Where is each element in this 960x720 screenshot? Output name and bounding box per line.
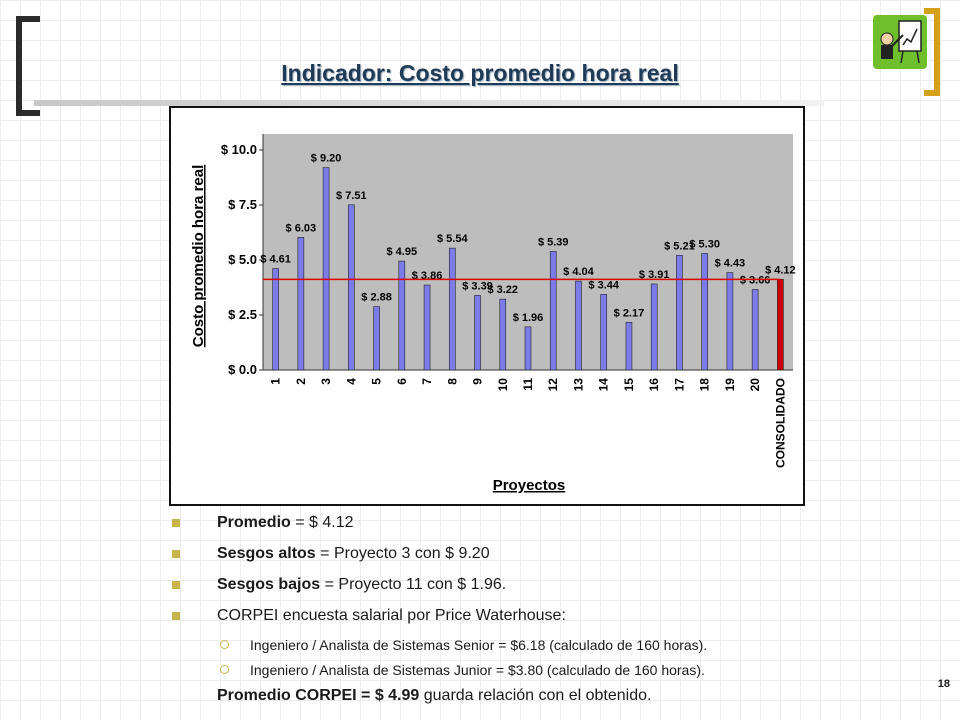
- bar-proyecto-12: [549, 251, 557, 371]
- bar-proyecto-10: [499, 298, 507, 371]
- data-label: $ 9.20: [311, 153, 342, 165]
- data-label: $ 3.91: [639, 269, 670, 281]
- data-label: $ 5.39: [538, 236, 569, 248]
- bullet-promedio-label: Promedio: [217, 514, 291, 531]
- bullet-sesgos-altos-label: Sesgos altos: [217, 545, 316, 562]
- data-label: $ 3.86: [412, 270, 443, 282]
- data-label: $ 6.03: [286, 222, 317, 234]
- x-tick-label: CONSOLIDADO: [773, 378, 787, 468]
- bullet-sesgos-bajos-label: Sesgos bajos: [217, 576, 321, 593]
- x-tick-label: 9: [471, 378, 485, 385]
- bar-proyecto-8: [448, 247, 456, 371]
- left-bracket-decoration: [16, 16, 40, 116]
- bar-proyecto-18: [701, 253, 708, 371]
- conclusion-line: Promedio CORPEI = $ 4.99 guarda relación…: [172, 684, 932, 710]
- conclusion-rest: guarda relación con el obtenido.: [419, 687, 652, 704]
- sub-bullet-junior-text: Ingeniero / Analista de Sistemas Junior …: [250, 662, 705, 678]
- x-tick-label: 13: [571, 378, 585, 392]
- x-tick-label: 17: [672, 378, 686, 392]
- bullet-sesgos-bajos-value: = Proyecto 11 con $ 1.96.: [320, 576, 507, 593]
- x-tick-label: 2: [294, 378, 308, 385]
- data-label: $ 2.17: [614, 307, 645, 319]
- bar-proyecto-15: [625, 321, 633, 371]
- x-tick-label: 12: [546, 378, 560, 392]
- bullet-sesgos-altos: Sesgos altos = Proyecto 3 con $ 9.20: [172, 541, 932, 572]
- chart-canvas: $ 0.0 $ 2.5 $ 5.0 $ 7.5 $ 10.0 $ 4.61 1 $ 6.03 2…: [190, 134, 796, 494]
- bullet-promedio-value: = $ 4.12: [290, 514, 354, 531]
- bar-proyecto-4: [348, 204, 355, 371]
- data-label: $ 5.21: [664, 240, 695, 252]
- y-tick-label: $ 10.0: [221, 142, 257, 157]
- presenter-with-chart-icon: [873, 15, 927, 69]
- x-tick-label: 4: [344, 378, 358, 385]
- x-tick-label: 5: [370, 378, 384, 385]
- bar-proyecto-20: [751, 289, 759, 371]
- bullet-promedio: Promedio = $ 4.12: [172, 510, 932, 541]
- x-tick-label: 11: [521, 378, 535, 391]
- title-divider: [34, 100, 824, 106]
- bar-proyecto-1: [272, 268, 279, 371]
- data-label: $ 4.95: [387, 246, 418, 258]
- bullet-sesgos-altos-value: = Proyecto 3 con $ 9.20: [315, 545, 490, 562]
- x-tick-label: 14: [597, 378, 611, 392]
- bar-proyecto-3: [322, 167, 330, 371]
- bullet-corpei-text: CORPEI encuesta salarial por Price Water…: [217, 607, 566, 624]
- sub-bullet-senior-text: Ingeniero / Analista de Sistemas Senior …: [250, 637, 708, 653]
- x-tick-label: 16: [647, 378, 661, 392]
- page-title: Indicador: Costo promedio hora real: [281, 60, 679, 86]
- data-label: $ 5.30: [689, 238, 720, 250]
- bar-proyecto-14: [600, 294, 608, 371]
- bar-consolidado: [777, 279, 784, 371]
- bullet-list: Promedio = $ 4.12 Sesgos altos = Proyect…: [172, 510, 932, 710]
- bar-chart: $ 0.0 $ 2.5 $ 5.0 $ 7.5 $ 10.0 $ 4.61 1 $ 6.03 2…: [169, 106, 805, 506]
- y-tick-label: $ 0.0: [228, 362, 257, 377]
- data-label: $ 3.66: [740, 274, 771, 286]
- bar-proyecto-6: [398, 260, 406, 371]
- x-tick-label: 8: [445, 378, 459, 385]
- data-label: $ 2.88: [361, 292, 392, 304]
- x-tick-label: 10: [496, 378, 510, 392]
- right-bracket-decoration: [924, 8, 940, 96]
- sub-bullet-junior: Ingeniero / Analista de Sistemas Junior …: [172, 659, 932, 684]
- sub-bullet-senior: Ingeniero / Analista de Sistemas Senior …: [172, 634, 932, 659]
- x-axis-title: Proyectos: [493, 477, 566, 494]
- x-tick-label: 15: [622, 378, 636, 392]
- data-label: $ 4.61: [260, 254, 291, 266]
- bar-proyecto-2: [297, 237, 305, 371]
- data-label: $ 1.96: [513, 312, 544, 324]
- x-tick-label: 20: [748, 378, 762, 392]
- bullet-corpei: CORPEI encuesta salarial por Price Water…: [172, 603, 932, 634]
- bar-proyecto-5: [373, 306, 380, 371]
- y-tick-label: $ 7.5: [228, 197, 257, 212]
- y-axis-title: Costo promedio hora real: [190, 165, 207, 348]
- bar-proyecto-16: [650, 283, 658, 371]
- x-tick-label: 3: [319, 378, 333, 385]
- data-label: $ 4.12: [765, 264, 796, 276]
- x-tick-label: 18: [698, 378, 712, 392]
- x-tick-label: 1: [269, 378, 283, 385]
- bullet-sesgos-bajos: Sesgos bajos = Proyecto 11 con $ 1.96.: [172, 572, 932, 603]
- bar-proyecto-9: [474, 295, 481, 371]
- data-label: $ 7.51: [336, 190, 367, 202]
- bar-proyecto-13: [575, 280, 582, 371]
- x-tick-label: 19: [723, 378, 737, 392]
- bar-proyecto-7: [423, 284, 431, 371]
- y-tick-label: $ 5.0: [228, 252, 257, 267]
- data-label: $ 4.04: [563, 266, 594, 278]
- data-label: $ 5.54: [437, 233, 468, 245]
- x-tick-label: 7: [420, 378, 434, 385]
- conclusion-bold: Promedio CORPEI = $ 4.99: [217, 687, 420, 704]
- data-label: $ 3.22: [487, 284, 518, 296]
- data-label: $ 4.43: [715, 258, 746, 270]
- bar-proyecto-11: [524, 326, 532, 371]
- bar-proyecto-19: [726, 272, 734, 371]
- bar-proyecto-17: [676, 255, 683, 371]
- page-number: 18: [937, 678, 950, 690]
- data-label: $ 3.44: [588, 279, 619, 291]
- y-tick-label: $ 2.5: [228, 307, 257, 322]
- x-tick-label: 6: [395, 378, 409, 385]
- data-label: $ 3.39: [462, 280, 493, 292]
